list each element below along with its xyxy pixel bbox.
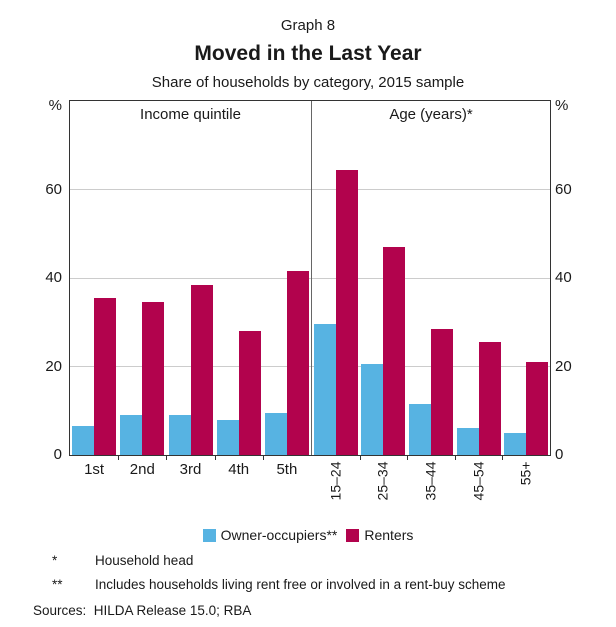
bar-owner-occupiers-35-44 <box>409 404 431 455</box>
gridline-40 <box>70 277 550 279</box>
y-axis-label-right-: % <box>555 97 569 114</box>
bar-owner-occupiers-2nd <box>120 415 143 455</box>
bar-renters-45-54 <box>478 342 501 455</box>
legend-item-owner-occupiers: Owner-occupiers** <box>202 527 338 543</box>
footnote-marker: ** <box>52 577 63 592</box>
panel-label-income-quintile: Income quintile <box>140 106 241 123</box>
bar-owner-occupiers-1st <box>72 426 95 455</box>
bar-renters-35-44 <box>431 328 453 455</box>
gridline-20 <box>70 366 550 367</box>
bar-owner-occupiers-45-54 <box>456 428 479 455</box>
plot-frame: Income quintile Age (years)* <box>69 100 551 460</box>
footnote-text: Household head <box>95 553 194 568</box>
x-tick-label-55: 55+ <box>517 461 534 486</box>
chart-legend: Owner-occupiers** Renters <box>0 527 616 543</box>
bar-owner-occupiers-4th <box>216 419 239 455</box>
x-axis-tick <box>454 455 456 460</box>
y-axis-label-left-: % <box>48 97 62 114</box>
footnote-row: ** Includes households living rent free … <box>33 576 593 593</box>
y-axis-label-right-20: 20 <box>555 357 572 375</box>
y-axis-label-left-40: 40 <box>45 269 62 286</box>
x-tick-label-5th: 5th <box>276 461 298 478</box>
bar-owner-occupiers-5th <box>264 412 287 455</box>
footnote-text: Includes households living rent free or … <box>95 577 506 592</box>
bar-renters-5th <box>286 271 309 455</box>
y-axis-label-right-60: 60 <box>555 180 572 198</box>
y-axis-label-right-40: 40 <box>555 269 572 286</box>
legend-item-renters: Renters <box>346 527 413 543</box>
bar-renters-15-24 <box>335 169 358 455</box>
y-axis-label-left-60: 60 <box>45 180 62 198</box>
x-tick-label-2nd: 2nd <box>129 461 155 478</box>
legend-label-owner-occupiers: Owner-occupiers** <box>220 527 338 543</box>
bar-owner-occupiers-3rd <box>168 415 191 455</box>
bar-owner-occupiers-15-24 <box>313 324 336 455</box>
footnote-marker: * <box>52 553 58 568</box>
x-tick-label-4th: 4th <box>228 461 250 478</box>
x-tick-label-35-44: 35–44 <box>422 461 439 501</box>
chart-subtitle: Share of households by category, 2015 sa… <box>151 74 465 91</box>
gridline-60 <box>70 189 550 190</box>
sources-line: Sources: HILDA Release 15.0; RBA <box>33 603 252 618</box>
bar-owner-occupiers-25-34 <box>361 364 384 455</box>
bar-owner-occupiers-55 <box>504 432 527 455</box>
x-axis-tick <box>118 455 120 460</box>
footnote-row: * Household head <box>33 552 593 569</box>
panel-label-age-years: Age (years)* <box>389 106 473 123</box>
legend-label-renters: Renters <box>364 527 414 543</box>
footnotes: * Household head ** Includes households … <box>33 552 593 619</box>
x-tick-label-3rd: 3rd <box>179 461 202 478</box>
bar-renters-1st <box>94 297 117 455</box>
chart-title: Moved in the Last Year <box>194 42 422 65</box>
legend-swatch-renters <box>346 528 360 542</box>
x-axis-tick <box>407 455 409 460</box>
bar-renters-4th <box>238 331 261 455</box>
x-tick-label-45-54: 45–54 <box>470 461 487 501</box>
y-axis-label-left-20: 20 <box>45 357 62 375</box>
panel-divider <box>311 101 312 455</box>
bar-renters-55 <box>526 362 549 455</box>
x-tick-label-1st: 1st <box>84 461 105 478</box>
x-axis-tick <box>166 455 168 460</box>
x-axis-tick <box>214 455 216 460</box>
legend-swatch-owner-occupiers <box>202 528 216 542</box>
x-tick-label-15-24: 15–24 <box>327 461 344 501</box>
y-axis-label-left-0: 0 <box>53 446 62 463</box>
y-axis-label-right-0: 0 <box>555 446 564 463</box>
x-axis-tick <box>359 455 361 460</box>
bar-renters-3rd <box>190 284 213 455</box>
x-axis-tick <box>502 455 504 460</box>
x-axis-tick <box>262 455 264 460</box>
x-tick-label-25-34: 25–34 <box>374 461 391 501</box>
bar-renters-2nd <box>142 302 165 455</box>
graph-number: Graph 8 <box>280 17 336 34</box>
bar-renters-25-34 <box>383 247 406 455</box>
